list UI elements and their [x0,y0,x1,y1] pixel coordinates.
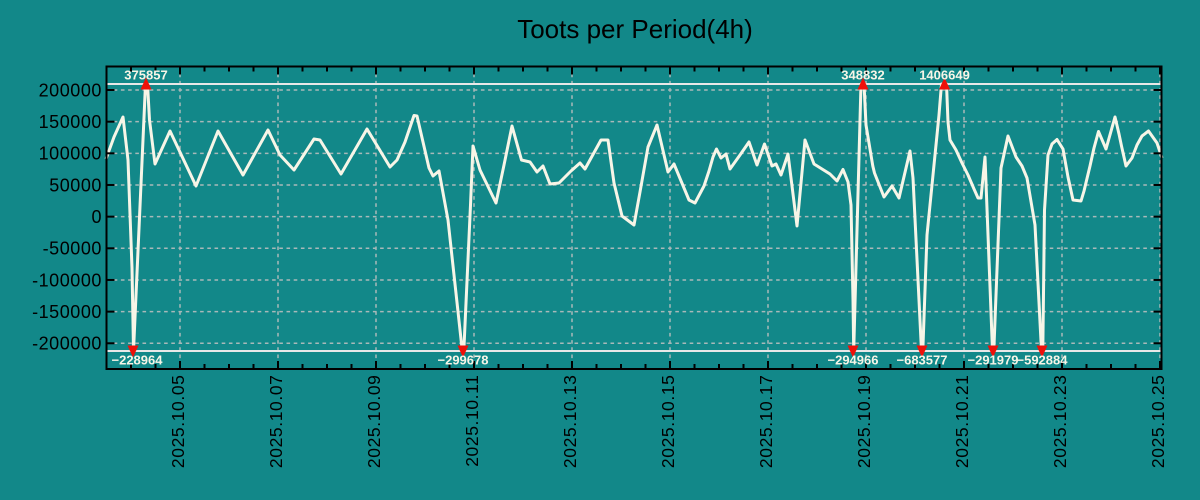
svg-text:2025.10.13: 2025.10.13 [560,375,580,469]
svg-text:375857: 375857 [124,68,167,83]
svg-text:-100000: -100000 [32,270,102,290]
svg-text:2025.10.07: 2025.10.07 [266,375,286,469]
svg-text:−294966: −294966 [828,353,879,368]
svg-text:200000: 200000 [39,80,102,100]
svg-text:2025.10.25: 2025.10.25 [1148,375,1168,469]
svg-text:150000: 150000 [39,112,102,132]
svg-text:-50000: -50000 [43,239,102,259]
svg-text:2025.10.21: 2025.10.21 [952,375,972,469]
svg-text:2025.10.15: 2025.10.15 [658,375,678,469]
svg-text:2025.10.23: 2025.10.23 [1050,375,1070,469]
svg-text:-150000: -150000 [32,302,102,322]
svg-text:1406649: 1406649 [919,68,970,83]
svg-text:348832: 348832 [841,68,884,83]
svg-text:−291979: −291979 [968,353,1019,368]
svg-text:Toots per Period(4h): Toots per Period(4h) [517,14,753,44]
svg-text:100000: 100000 [39,144,102,164]
svg-text:2025.10.05: 2025.10.05 [168,375,188,469]
svg-text:2025.10.11: 2025.10.11 [462,375,482,467]
svg-text:0: 0 [91,207,102,227]
svg-text:−299678: −299678 [438,353,489,368]
svg-text:−592884: −592884 [1017,353,1069,368]
svg-text:50000: 50000 [49,175,102,195]
svg-text:2025.10.09: 2025.10.09 [364,375,384,469]
svg-text:-200000: -200000 [32,334,102,354]
svg-text:−683577: −683577 [897,353,948,368]
svg-text:−228964: −228964 [112,353,164,368]
svg-text:2025.10.17: 2025.10.17 [756,375,776,469]
svg-text:2025.10.19: 2025.10.19 [854,375,874,469]
